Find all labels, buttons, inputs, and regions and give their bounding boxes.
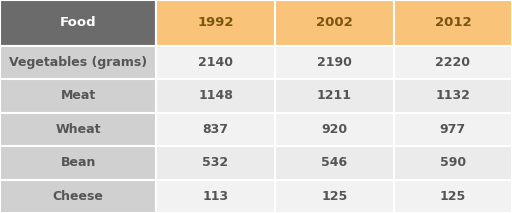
Bar [156, 146, 275, 180]
Bar [0, 79, 156, 113]
Text: Cheese: Cheese [53, 190, 103, 203]
Bar [275, 180, 394, 213]
Text: 2002: 2002 [316, 16, 353, 29]
Text: 837: 837 [203, 123, 228, 136]
Bar [394, 0, 512, 46]
Text: 125: 125 [321, 190, 348, 203]
Text: 2190: 2190 [317, 56, 352, 69]
Text: 125: 125 [440, 190, 466, 203]
Text: 113: 113 [202, 190, 229, 203]
Text: 1992: 1992 [197, 16, 234, 29]
Text: 1148: 1148 [198, 89, 233, 102]
Bar [394, 79, 512, 113]
Bar [156, 0, 275, 46]
Bar [275, 0, 394, 46]
Bar [394, 146, 512, 180]
Text: Vegetables (grams): Vegetables (grams) [9, 56, 147, 69]
Bar [394, 46, 512, 79]
Bar [156, 79, 275, 113]
Bar [394, 180, 512, 213]
Bar [0, 46, 156, 79]
Text: 920: 920 [321, 123, 348, 136]
Bar [275, 113, 394, 146]
Text: 977: 977 [440, 123, 466, 136]
Text: 590: 590 [440, 156, 466, 169]
Text: 1132: 1132 [435, 89, 471, 102]
Bar [0, 146, 156, 180]
Text: 2012: 2012 [435, 16, 471, 29]
Bar [156, 113, 275, 146]
Text: 546: 546 [321, 156, 348, 169]
Text: Wheat: Wheat [55, 123, 101, 136]
Bar [275, 46, 394, 79]
Text: 532: 532 [202, 156, 229, 169]
Text: Food: Food [60, 16, 96, 29]
Text: 1211: 1211 [317, 89, 352, 102]
Bar [275, 79, 394, 113]
Bar [0, 0, 156, 46]
Text: 2220: 2220 [435, 56, 471, 69]
Bar [156, 46, 275, 79]
Text: Bean: Bean [60, 156, 96, 169]
Bar [0, 113, 156, 146]
Bar [0, 180, 156, 213]
Bar [394, 113, 512, 146]
Text: 2140: 2140 [198, 56, 233, 69]
Text: Meat: Meat [60, 89, 96, 102]
Bar [156, 180, 275, 213]
Bar [275, 146, 394, 180]
